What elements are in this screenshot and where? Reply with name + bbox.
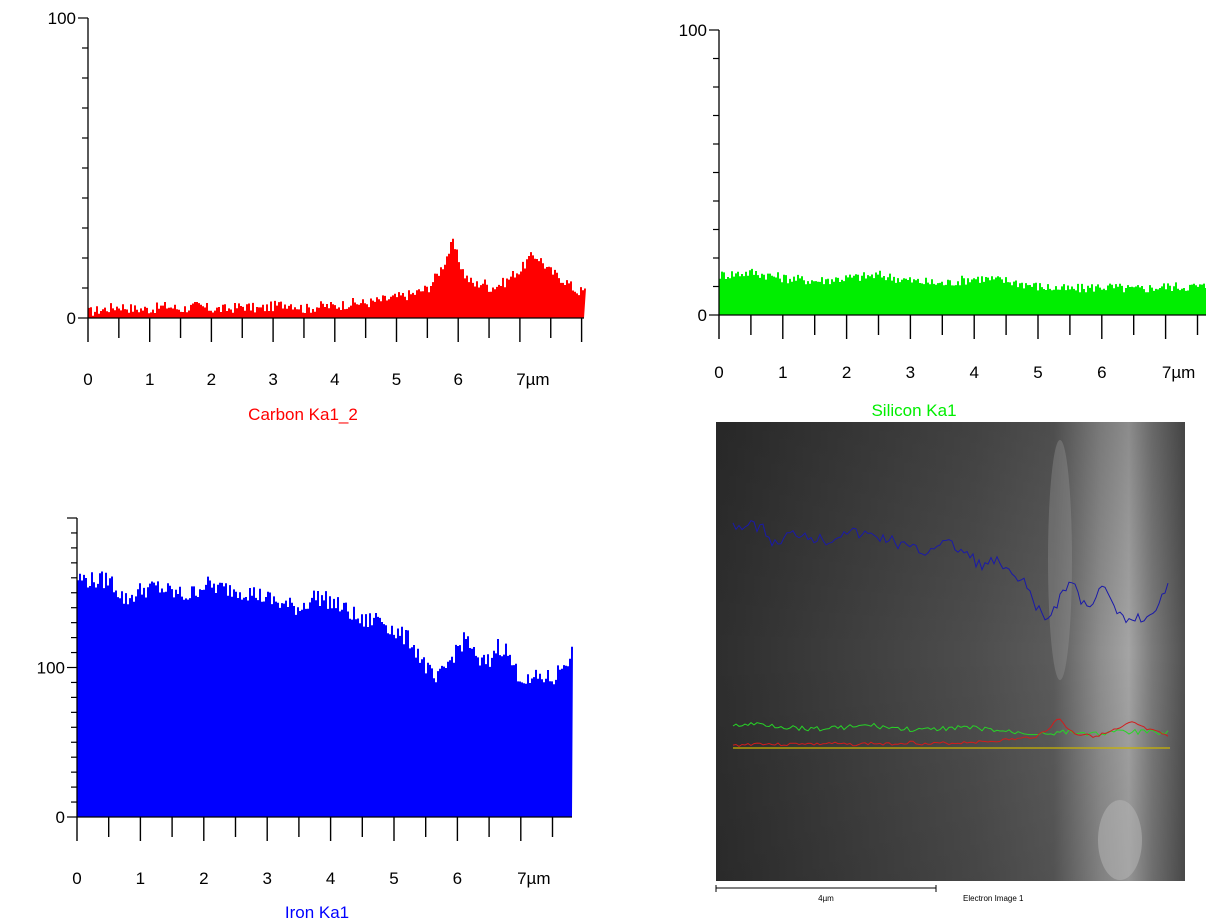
silicon-area	[719, 268, 1206, 315]
electron-silicon-trace	[732, 722, 1169, 737]
x-tick-label: 6	[453, 370, 462, 389]
scale-bar-label: 4µm	[818, 894, 834, 903]
carbon-chart: 0 100 0 1 2 3 4 5 6 7µm Carbon Ka1_2	[48, 9, 586, 424]
x-tick-label: 7µm	[516, 370, 549, 389]
electron-image-caption: Electron Image 1	[963, 894, 1024, 903]
iron-chart: 0 100 0 1 2 3 4 5 6 7µm Iron Ka1	[37, 517, 573, 922]
x-tick-label: 5	[392, 370, 401, 389]
electron-carbon-trace	[732, 718, 1169, 747]
y-tick-label: 100	[37, 659, 65, 678]
silicon-title: Silicon Ka1	[871, 401, 956, 420]
x-tick-label: 2	[207, 370, 216, 389]
x-tick-label: 3	[906, 363, 915, 382]
x-tick-label: 5	[1033, 363, 1042, 382]
y-tick-label: 0	[56, 808, 65, 827]
electron-iron-trace	[732, 519, 1169, 624]
electron-image-grain	[1048, 440, 1072, 680]
electron-image-grain	[1098, 800, 1142, 880]
silicon-axes: 0 100 0 1 2 3 4 5 6 7µm	[679, 21, 1206, 382]
x-tick-label: 3	[268, 370, 277, 389]
x-tick-label: 3	[262, 869, 271, 888]
x-tick-label: 1	[136, 869, 145, 888]
x-tick-label: 5	[389, 869, 398, 888]
x-tick-label: 0	[714, 363, 723, 382]
carbon-axes: 0 100 0 1 2 3 4 5 6 7µm	[48, 9, 584, 389]
electron-image-panel: 4µm Electron Image 1	[715, 422, 1185, 903]
x-tick-label: 4	[330, 370, 339, 389]
x-tick-label: 6	[453, 869, 462, 888]
x-tick-label: 1	[778, 363, 787, 382]
y-tick-label: 0	[67, 309, 76, 328]
silicon-chart: 0 100 0 1 2 3 4 5 6 7µm Silicon Ka1	[679, 21, 1206, 420]
electron-image-shade	[716, 422, 1185, 881]
x-tick-label: 0	[72, 869, 81, 888]
iron-area	[77, 571, 573, 817]
x-tick-label: 1	[145, 370, 154, 389]
iron-title: Iron Ka1	[285, 903, 349, 922]
iron-axes: 0 100 0 1 2 3 4 5 6 7µm	[37, 517, 572, 888]
carbon-area	[88, 238, 586, 318]
x-tick-label: 4	[326, 869, 335, 888]
x-tick-label: 4	[969, 363, 978, 382]
x-tick-label: 2	[842, 363, 851, 382]
y-tick-label: 100	[48, 9, 76, 28]
x-tick-label: 2	[199, 869, 208, 888]
x-tick-label: 6	[1097, 363, 1106, 382]
carbon-title: Carbon Ka1_2	[248, 405, 358, 424]
y-tick-label: 100	[679, 21, 707, 40]
x-tick-label: 7µm	[517, 869, 550, 888]
x-tick-label: 0	[83, 370, 92, 389]
x-tick-label: 7µm	[1162, 363, 1195, 382]
y-tick-label: 0	[698, 306, 707, 325]
